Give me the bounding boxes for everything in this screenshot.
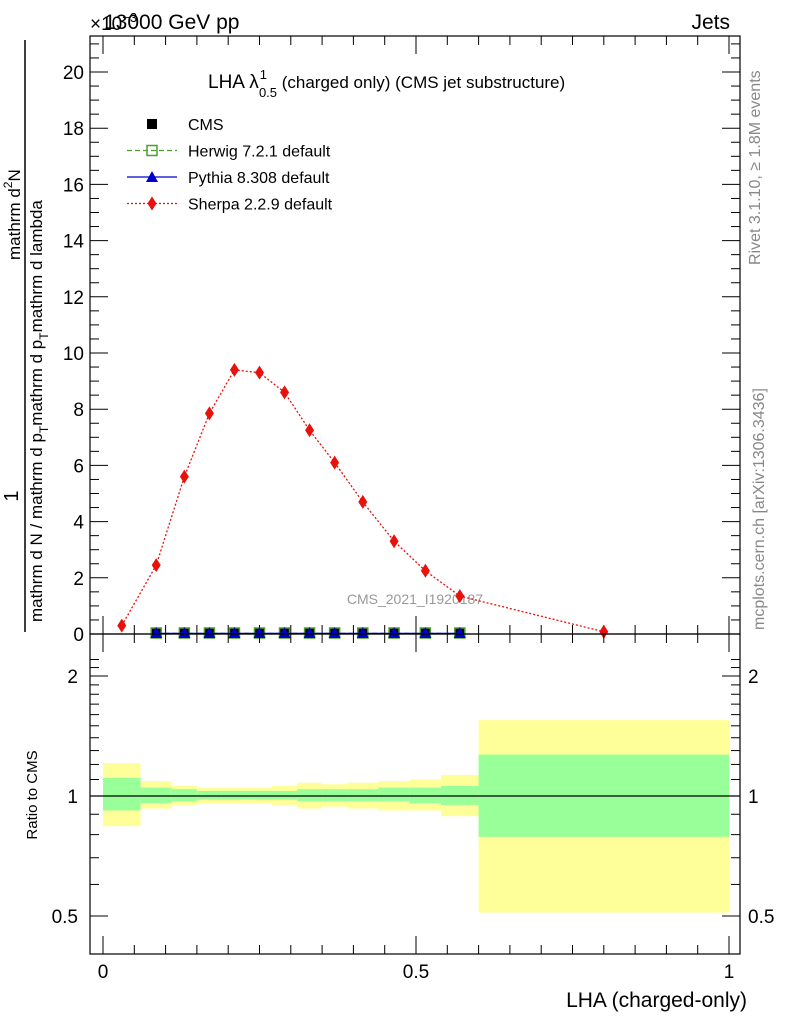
ratio-y-tick-label: 2 bbox=[67, 667, 78, 688]
legend-entry: Herwig 7.2.1 default bbox=[127, 144, 331, 161]
main-y-tick-label: 8 bbox=[73, 400, 84, 421]
main-y-axis: 0 2 4 6 8 10 12 14 16 18 20 bbox=[63, 43, 740, 646]
data-point bbox=[389, 534, 399, 549]
main-y-tick-label: 6 bbox=[73, 456, 84, 477]
legend-label: Herwig 7.2.1 default bbox=[188, 144, 331, 161]
main-y-tick-label: 14 bbox=[63, 232, 85, 253]
legend-label: CMS bbox=[188, 117, 224, 134]
main-y-tick-label: 20 bbox=[63, 63, 84, 84]
ratio-y-tick-label-right: 0.5 bbox=[748, 907, 774, 928]
ratio-inner-band bbox=[196, 790, 222, 800]
main-y-tick-label: 2 bbox=[73, 569, 84, 590]
ratio-inner-band bbox=[140, 787, 172, 804]
legend-marker bbox=[147, 196, 157, 211]
data-point bbox=[453, 627, 466, 638]
data-point bbox=[117, 618, 127, 633]
data-point bbox=[280, 385, 290, 400]
ratio-y-axis: 0.5 0.5 1 1 2 2 bbox=[52, 658, 774, 928]
main-y-label: 1 mathrm d N / mathrm d pTmathrm d pTmat… bbox=[1, 40, 51, 632]
ratio-inner-band bbox=[322, 789, 348, 802]
data-point bbox=[419, 627, 432, 638]
ratio-inner-band bbox=[441, 785, 479, 805]
x-tick-label: 0 bbox=[98, 962, 109, 983]
ratio-y-label: Ratio to CMS bbox=[24, 750, 41, 839]
main-y-tick-label: 10 bbox=[63, 344, 84, 365]
legend-marker bbox=[146, 171, 158, 182]
ratio-inner-band bbox=[103, 777, 141, 811]
data-point bbox=[204, 406, 214, 421]
ratio-inner-band bbox=[221, 790, 247, 800]
data-point bbox=[278, 627, 291, 638]
ratio-y-tick-label: 1 bbox=[67, 787, 78, 808]
data-point bbox=[150, 627, 163, 638]
main-y-tick-label: 0 bbox=[73, 625, 84, 646]
x-tick-label: 0.5 bbox=[403, 962, 429, 983]
series-line bbox=[121, 369, 604, 633]
data-point bbox=[455, 589, 465, 604]
ratio-inner-band bbox=[246, 790, 273, 800]
ratio-y-tick-label: 0.5 bbox=[52, 907, 78, 928]
ratio-inner-band bbox=[378, 787, 410, 802]
legend-entry: Sherpa 2.2.9 default bbox=[127, 196, 333, 214]
data-point bbox=[388, 627, 401, 638]
data-point bbox=[203, 627, 216, 638]
data-point bbox=[255, 365, 264, 380]
ratio-inner-band bbox=[171, 789, 197, 802]
ylabel-denominator: mathrm d N / mathrm d pTmathrm d pTmathr… bbox=[27, 200, 51, 622]
ratio-frame bbox=[89, 633, 741, 955]
data-point bbox=[328, 627, 341, 638]
data-point bbox=[178, 627, 191, 638]
main-y-tick-label: 16 bbox=[63, 175, 84, 196]
main-y-tick-label: 12 bbox=[63, 288, 84, 309]
data-point bbox=[303, 627, 316, 638]
data-point bbox=[330, 455, 340, 470]
data-point bbox=[151, 558, 161, 573]
main-y-tick-label: 4 bbox=[73, 513, 84, 534]
process-label: Jets bbox=[691, 11, 730, 34]
mcplots-label: mcplots.cern.ch [arXiv:1306.3436] bbox=[751, 388, 768, 630]
ratio-x-axis: 0 0.5 1 bbox=[98, 634, 735, 983]
x-axis-label: LHA (charged-only) bbox=[566, 989, 747, 1012]
legend-label: Pythia 8.308 default bbox=[188, 170, 330, 187]
ratio-inner-band bbox=[409, 787, 442, 804]
legend: CMS Herwig 7.2.1 default Pythia 8.308 defa… bbox=[127, 117, 333, 214]
ratio-y-tick-label-right: 2 bbox=[748, 667, 759, 688]
energy-label: 13000 GeV pp bbox=[104, 11, 239, 34]
ratio-inner-band bbox=[272, 790, 298, 800]
legend-entry: CMS bbox=[147, 117, 224, 134]
x-tick-label: 1 bbox=[724, 962, 735, 983]
rivet-label: Rivet 3.1.10, ≥ 1.8M events bbox=[747, 70, 764, 265]
series-3 bbox=[117, 362, 609, 639]
legend-label: Sherpa 2.2.9 default bbox=[188, 197, 333, 214]
main-y-tick-label: 18 bbox=[63, 119, 84, 140]
watermark: CMS_2021_I1920187 bbox=[347, 591, 483, 607]
data-point bbox=[356, 627, 369, 638]
data-point bbox=[179, 469, 189, 484]
ratio-panel: 0.5 0.51 12 2 0 0.5 1 Ratio to CMS LHA (charg… bbox=[24, 633, 774, 1012]
legend-marker bbox=[147, 119, 157, 129]
data-point bbox=[420, 563, 430, 578]
main-panel: 0 2 4 6 8 10 12 14 16 18 20 CMS_2021_I1920187 LHA … bbox=[63, 35, 741, 646]
data-point bbox=[358, 494, 368, 509]
data-point bbox=[599, 624, 609, 639]
ratio-bands bbox=[103, 720, 729, 913]
ratio-y-tick-label-right: 1 bbox=[748, 787, 759, 808]
legend-marker bbox=[146, 144, 158, 157]
data-point bbox=[228, 627, 241, 638]
ratio-inner-band bbox=[347, 789, 379, 802]
data-point bbox=[229, 362, 239, 377]
ylabel-top-numerator: mathrm d2N bbox=[1, 169, 24, 260]
data-point bbox=[305, 423, 315, 438]
chart-title: LHA λ1 0.5 (charged only) (CMS jet substr… bbox=[208, 67, 565, 100]
data-point bbox=[253, 627, 266, 638]
ylabel-numerator: 1 bbox=[1, 490, 23, 501]
ratio-inner-band bbox=[297, 789, 323, 802]
exponent-label: ×10−3 bbox=[90, 10, 137, 35]
legend-entry: Pythia 8.308 default bbox=[127, 170, 330, 187]
